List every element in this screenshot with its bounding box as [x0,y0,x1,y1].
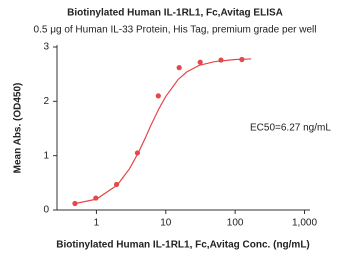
y-axis-label: Mean Abs. (OD450) [13,83,24,174]
data-point [155,93,161,99]
y-tick-label: 2 [43,96,49,107]
annotation: EC50=6.27 ng/mL [250,123,331,134]
x-tick-label: 1 [94,218,100,229]
y-tick-label: 3 [43,42,49,53]
chart-subtitle: 0.5 μg of Human IL-33 Protein, His Tag, … [34,25,317,36]
x-tick-label: 100 [227,218,244,229]
data-point [218,57,224,63]
data-point [197,59,203,65]
data-point [72,200,78,207]
y-tick-label: 0 [43,205,49,216]
y-tick-label: 1 [43,150,49,161]
data-point [176,65,182,71]
fit-curve [75,58,252,205]
x-tick-label: 1,000 [292,218,317,229]
x-tick-label: 10 [160,218,172,229]
x-axis-label: Biotinylated Human IL-1RL1, Fc,Avitag Co… [56,240,310,251]
chart-title: Biotinylated Human IL-1RL1, Fc,Avitag EL… [67,8,283,19]
